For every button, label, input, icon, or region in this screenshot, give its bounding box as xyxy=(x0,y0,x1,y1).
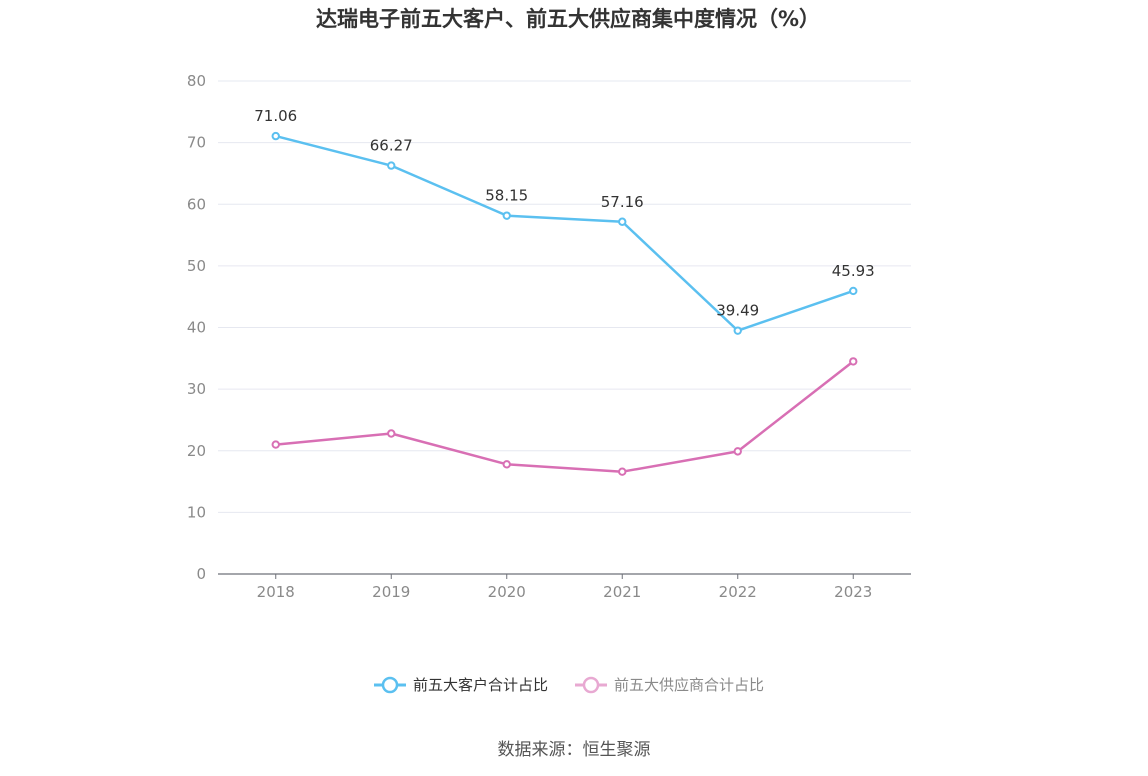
data-point[interactable] xyxy=(502,211,511,220)
x-tick-label: 2018 xyxy=(257,583,295,601)
data-label: 58.15 xyxy=(485,187,528,205)
x-tick-label: 2023 xyxy=(834,583,872,601)
legend-customers-label: 前五大客户合计占比 xyxy=(413,676,548,694)
data-label: 66.27 xyxy=(370,137,413,155)
data-point[interactable] xyxy=(502,460,511,469)
y-tick-label: 70 xyxy=(187,134,206,152)
y-tick-label: 40 xyxy=(187,319,206,337)
data-label: 57.16 xyxy=(601,193,644,211)
y-axis-ticks: 0 10 20 30 40 50 60 70 80 xyxy=(187,72,206,583)
data-label: 71.06 xyxy=(254,107,297,125)
legend-suppliers-label: 前五大供应商合计占比 xyxy=(614,676,764,694)
data-point[interactable] xyxy=(387,161,396,170)
x-tick-label: 2019 xyxy=(372,583,410,601)
data-labels: 71.06 66.27 58.15 57.16 39.49 45.93 xyxy=(254,107,874,320)
x-tick-label: 2021 xyxy=(603,583,641,601)
series-group xyxy=(271,131,858,476)
data-label: 45.93 xyxy=(832,262,875,280)
data-point[interactable] xyxy=(387,429,396,438)
data-point[interactable] xyxy=(733,326,742,335)
data-point[interactable] xyxy=(618,467,627,476)
y-tick-label: 30 xyxy=(187,380,206,398)
legend-suppliers-marker xyxy=(582,676,600,694)
data-point[interactable] xyxy=(271,440,280,449)
x-axis: 2018 2019 2020 2021 2022 2023 xyxy=(218,573,911,601)
data-point[interactable] xyxy=(271,131,280,141)
legend: 前五大客户合计占比 前五大供应商合计占比 xyxy=(374,676,764,694)
data-label: 39.49 xyxy=(716,302,759,320)
series-line-1 xyxy=(275,360,855,473)
data-point[interactable] xyxy=(618,217,627,226)
data-point[interactable] xyxy=(849,286,858,296)
y-tick-label: 10 xyxy=(187,503,206,521)
legend-item-suppliers[interactable]: 前五大供应商合计占比 xyxy=(575,676,764,694)
chart-title: 达瑞电子前五大客户、前五大供应商集中度情况（%） xyxy=(316,7,820,31)
legend-item-customers[interactable]: 前五大客户合计占比 xyxy=(374,676,548,694)
y-tick-label: 20 xyxy=(187,442,206,460)
legend-customers-marker xyxy=(381,676,399,694)
x-tick-label: 2022 xyxy=(719,583,757,601)
data-point[interactable] xyxy=(733,447,742,456)
x-tick-label: 2020 xyxy=(488,583,526,601)
data-source: 数据来源：恒生聚源 xyxy=(498,740,651,760)
series-line-0 xyxy=(275,134,854,332)
y-tick-label: 60 xyxy=(187,195,206,213)
y-tick-label: 50 xyxy=(187,257,206,275)
data-point[interactable] xyxy=(849,357,858,366)
y-tick-label: 80 xyxy=(187,72,206,90)
gridlines xyxy=(218,80,911,513)
y-tick-label: 0 xyxy=(196,565,206,583)
